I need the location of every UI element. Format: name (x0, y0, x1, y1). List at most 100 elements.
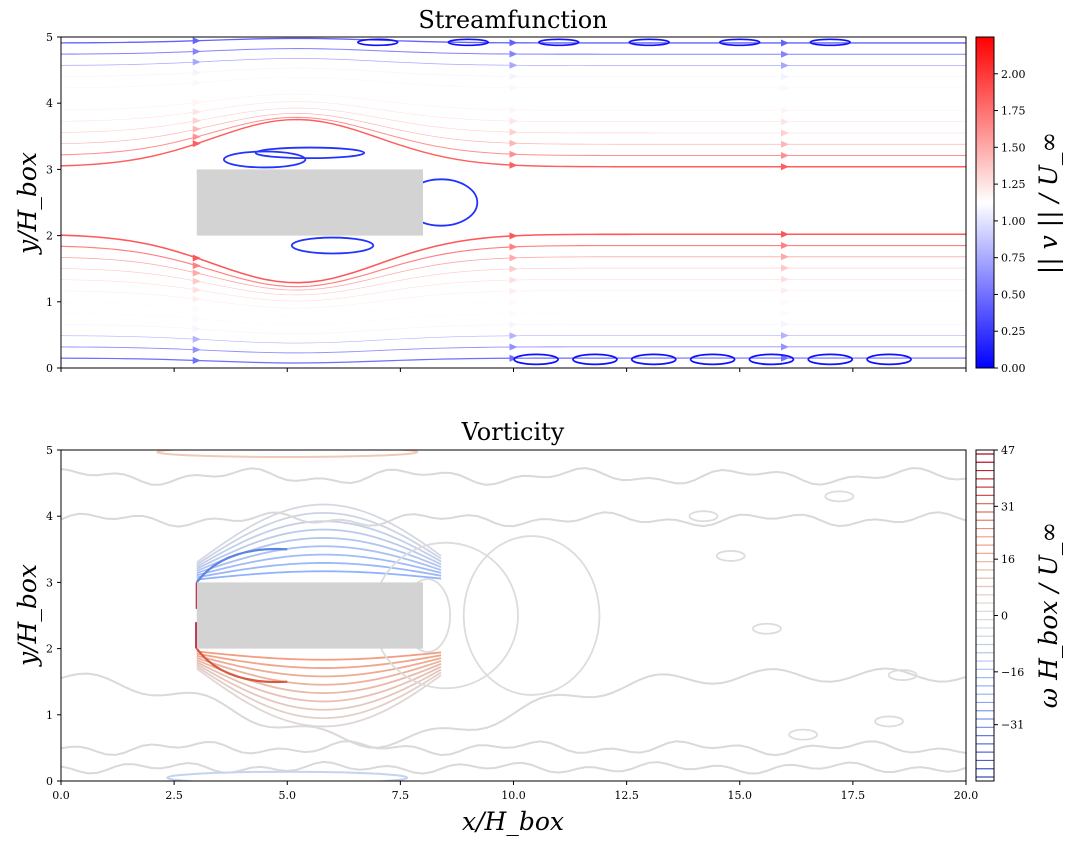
x-tick-label: 15.0 (728, 789, 753, 802)
colorbar-tick-label: −31 (1001, 719, 1024, 732)
contour-line (61, 740, 966, 757)
contour-line (715, 550, 746, 562)
bottom-y-axis-label: y/H_box (13, 564, 42, 667)
streamline-arrow (781, 298, 789, 306)
streamline-arrow (509, 84, 518, 92)
streamlines (61, 37, 966, 366)
contour-line (196, 654, 442, 678)
streamline-arrow (509, 106, 518, 114)
streamline-arrow (509, 309, 518, 317)
streamline-arrow (509, 287, 518, 295)
streamline-arrow (192, 133, 201, 141)
streamline-arrow (781, 84, 789, 92)
x-tick-label: 0.0 (52, 789, 70, 802)
colorbar-tick-label: −16 (1001, 666, 1024, 679)
y-tick-label: 3 (46, 576, 53, 589)
x-tick-label: 5.0 (279, 789, 297, 802)
streamline-arrow (781, 106, 789, 114)
wall-swirl (513, 353, 560, 366)
wall-swirl (807, 353, 854, 366)
colorbar-tick-label: 1.25 (1001, 178, 1026, 191)
streamline-arrow (509, 354, 518, 362)
recirculation-streamline (290, 236, 375, 255)
streamline-arrow (781, 140, 789, 148)
y-tick-label: 5 (46, 444, 53, 457)
streamline-arrow (781, 61, 789, 69)
y-tick-label: 5 (46, 31, 53, 44)
y-tick-label: 1 (46, 296, 53, 309)
bottom-colorbar-levels (976, 453, 994, 778)
recirculation-streamline (222, 150, 307, 169)
colorbar-tick-label: 1.50 (1001, 141, 1026, 154)
streamline-arrow (781, 287, 789, 295)
colorbar-tick-label: 0.50 (1001, 288, 1026, 301)
colorbar-tick-label: 0.75 (1001, 252, 1026, 265)
streamline-arrow (509, 298, 518, 306)
streamline-arrow (781, 320, 789, 328)
contour-line (196, 663, 442, 711)
colorbar-tick-label: 0.00 (1001, 362, 1026, 375)
streamline-arrow (192, 108, 201, 116)
y-tick-label: 3 (46, 163, 53, 176)
colorbar-tick-label: 0.25 (1001, 325, 1026, 338)
streamline-arrow (509, 161, 518, 169)
x-tick-label: 7.5 (392, 789, 410, 802)
colorbar-tick-label: 0 (1001, 610, 1008, 623)
wall-swirl (356, 38, 399, 47)
streamline-arrow (781, 39, 789, 47)
streamline-arrow (781, 118, 789, 126)
contour-line (752, 622, 782, 635)
bottom-title: Vorticity (461, 418, 565, 446)
contour-line (156, 450, 419, 458)
streamline-arrow (192, 254, 201, 262)
y-tick-label: 4 (46, 97, 53, 110)
streamline-arrow (192, 277, 201, 285)
streamline-arrow (509, 128, 518, 136)
bottom-x-axis-label: x/H_box (462, 807, 564, 836)
streamline-arrow (781, 354, 789, 362)
streamline-arrow (781, 50, 789, 58)
top-colorbar-label: || v || / U_∞ (1034, 132, 1064, 274)
top-title: Streamfunction (418, 6, 607, 34)
streamline-arrow (509, 243, 518, 251)
vorticity-contours (61, 450, 966, 781)
wall-swirl (537, 38, 580, 47)
contour-line (166, 770, 409, 781)
bottom-colorbar-bg (976, 450, 994, 781)
contour-line (196, 528, 442, 570)
contour-line (788, 728, 818, 741)
streamline-arrow (781, 129, 789, 137)
streamline-arrow (192, 325, 201, 333)
streamline-arrow (781, 151, 789, 159)
streamline-arrow (192, 140, 201, 148)
bottom-x-ticks: 0.0 2.5 5.0 7.5 10.0 12.5 15.0 17.5 20.0 (52, 781, 978, 802)
contour-line (196, 553, 442, 577)
contour-line (61, 667, 966, 749)
contour-line (196, 650, 442, 661)
streamline-arrow (192, 269, 201, 277)
streamline-arrow (509, 321, 518, 329)
contour-line (61, 467, 966, 486)
contour-line (462, 535, 601, 696)
streamline-arrow (509, 276, 518, 284)
streamline-arrow (509, 39, 518, 47)
streamline-arrow (192, 117, 201, 125)
streamline-arrow (509, 72, 518, 80)
top-colorbar-ticks: 0.00 0.25 0.50 0.75 1.00 1.25 1.50 1.75 2.00 (994, 68, 1026, 375)
streamline-arrow (192, 125, 201, 133)
streamline-arrow (781, 264, 789, 272)
top-y-ticks: 0 1 2 3 4 5 (46, 31, 61, 375)
streamline-arrow (781, 230, 789, 238)
top-x-ticks (60, 368, 967, 372)
x-tick-label: 2.5 (165, 789, 183, 802)
streamline-arrow (192, 346, 201, 354)
contour-line (688, 510, 719, 523)
colorbar-tick-label: 16 (1001, 553, 1015, 566)
streamline-arrow (781, 242, 789, 250)
wall-swirl (447, 38, 490, 47)
y-tick-label: 2 (46, 643, 53, 656)
streamline-arrow (192, 295, 201, 303)
contour-line (61, 760, 966, 775)
streamline-arrow (781, 275, 789, 283)
